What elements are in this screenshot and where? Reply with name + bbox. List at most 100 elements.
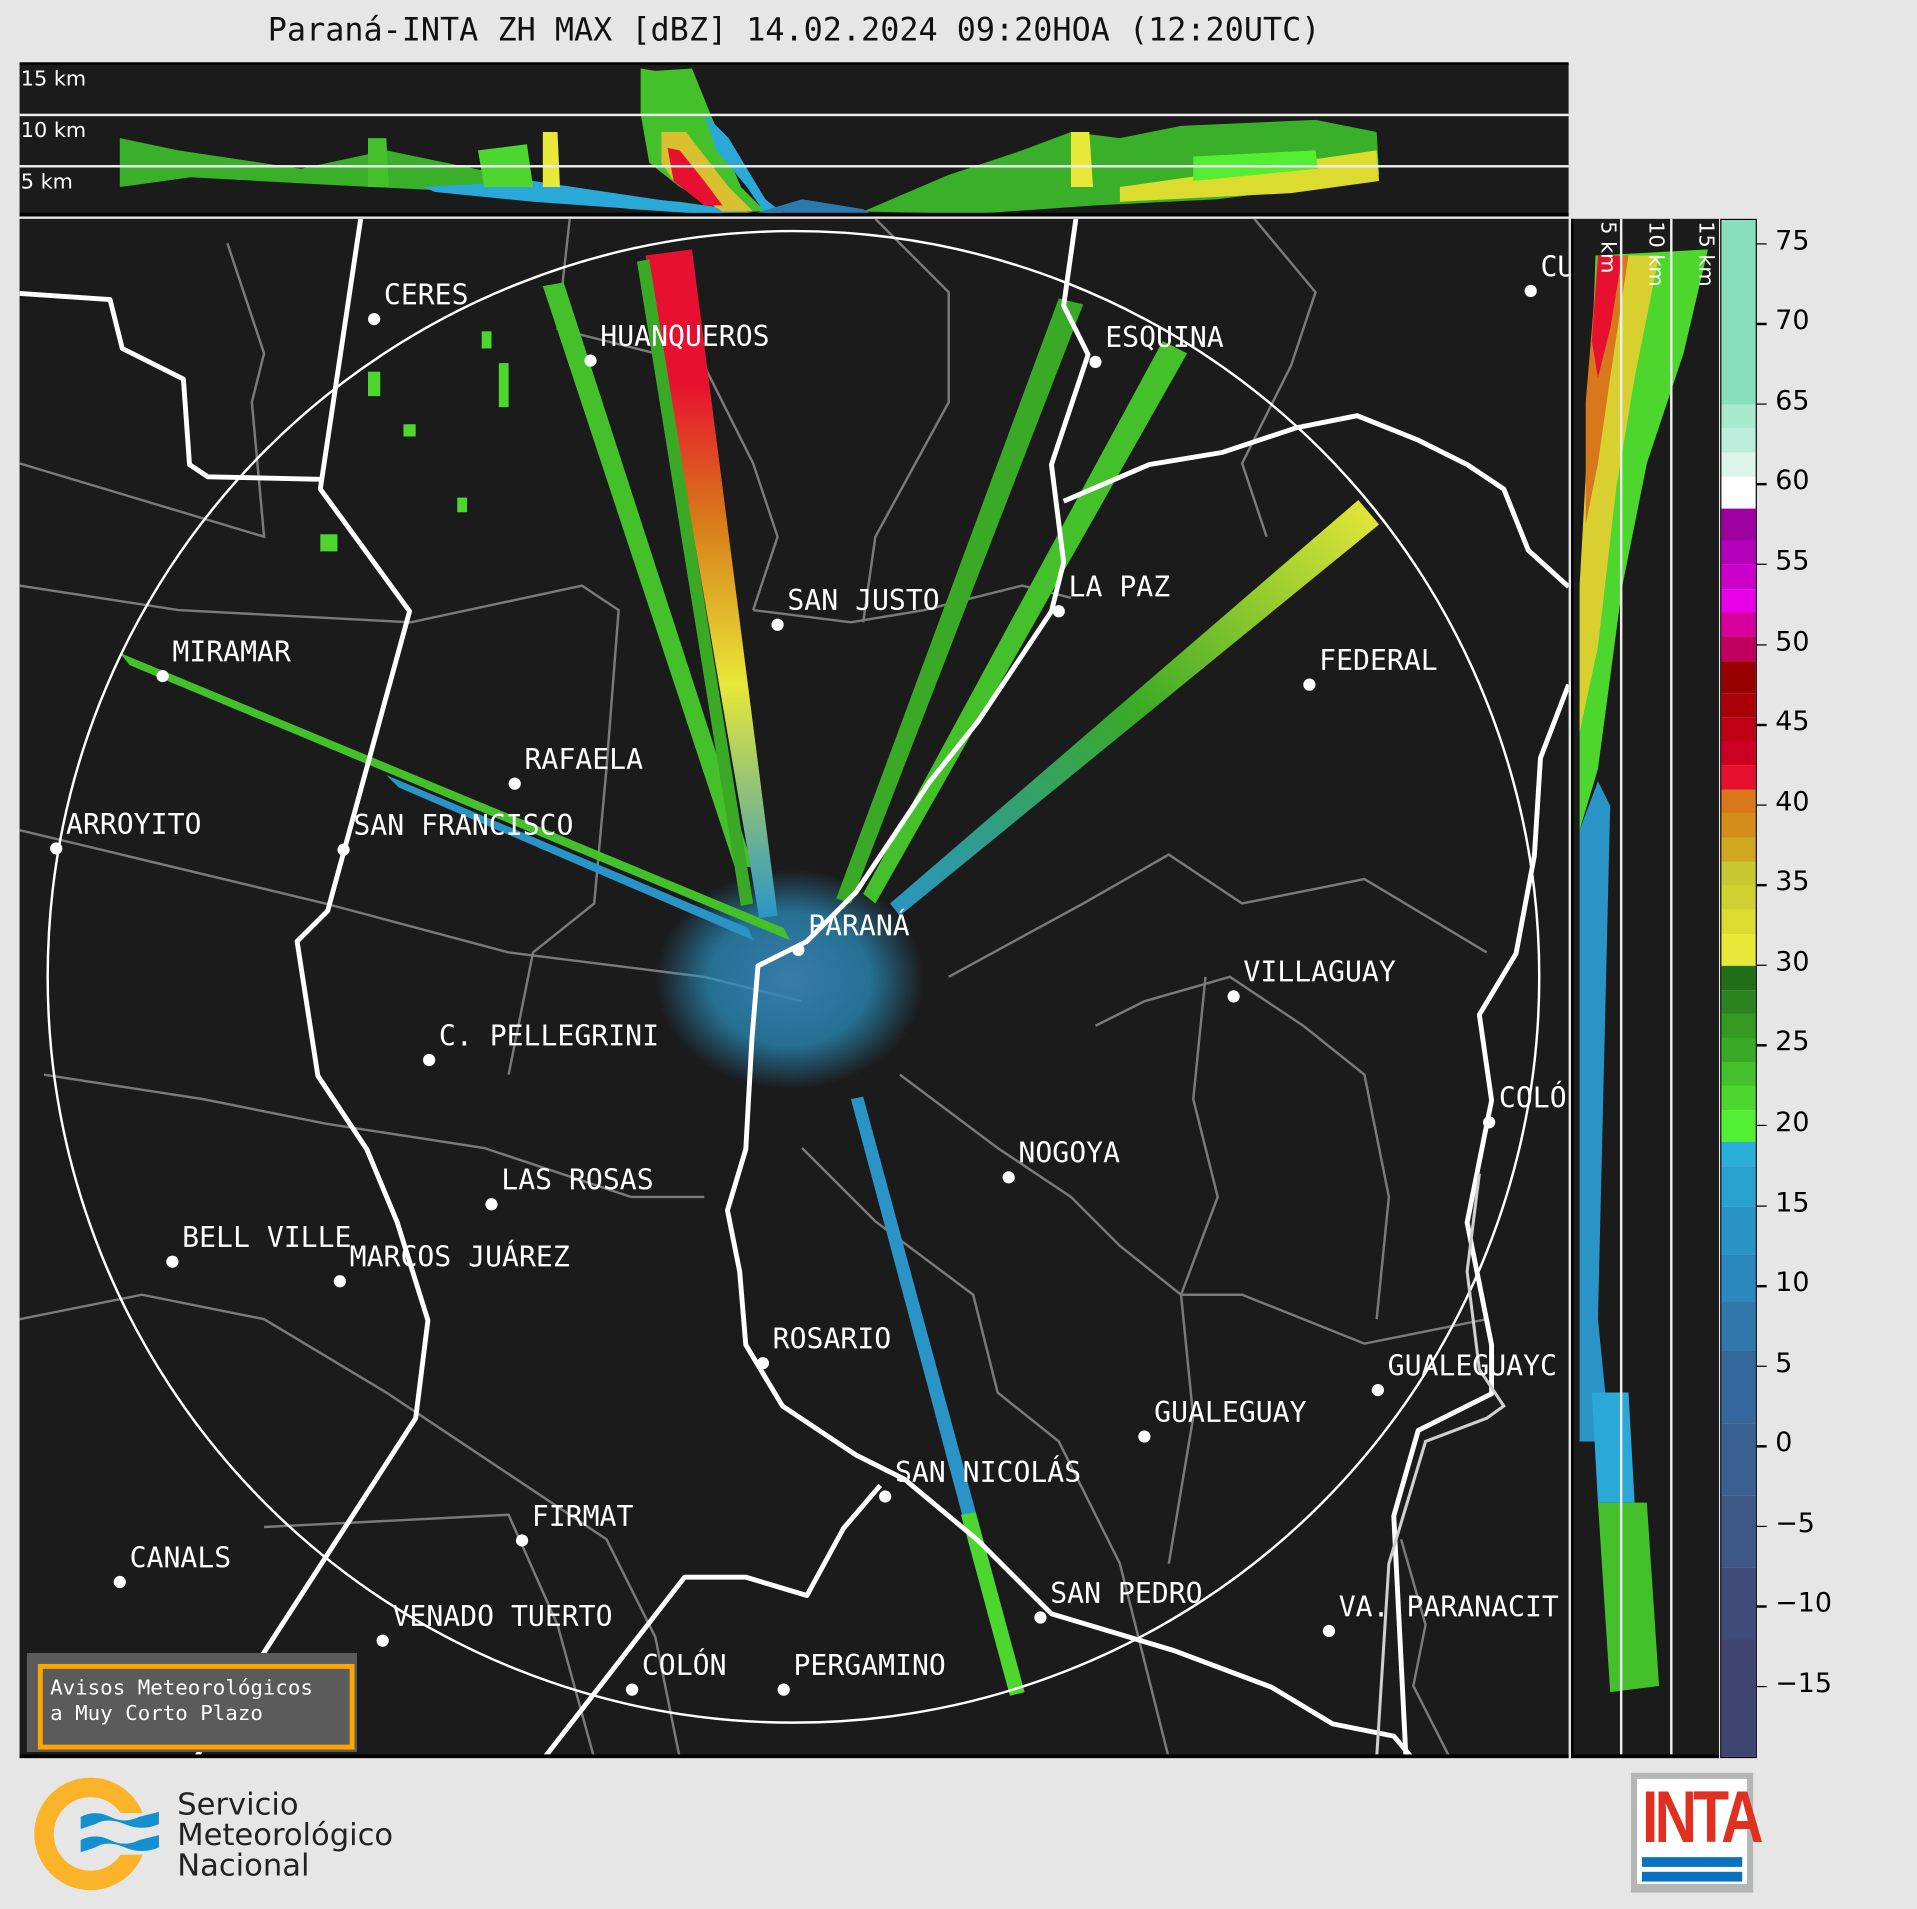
colorbar-tick-label: 0 (1775, 1428, 1793, 1459)
height-line-5km (1619, 218, 1622, 1755)
colorbar-level (1721, 1061, 1756, 1087)
colorbar-tick-label: −5 (1775, 1508, 1815, 1540)
river-outline (1375, 1173, 1506, 1755)
dept-border (19, 584, 620, 1075)
echo-center (757, 199, 870, 213)
colorbar-tick-label: 65 (1775, 386, 1810, 417)
city-label: CANALS (129, 1542, 232, 1575)
city-label: COLÓN (641, 1650, 727, 1683)
echo-core-yellow (661, 132, 754, 212)
city-marker (485, 1198, 498, 1211)
city-label: BELL VILLE (182, 1222, 352, 1255)
map-layers (19, 218, 1569, 1755)
colorbar-level (1721, 1166, 1756, 1207)
top-cross-section-panel: 15 km 10 km 5 km (19, 62, 1569, 217)
colorbar-tick-label: −15 (1775, 1668, 1832, 1700)
radar-ray-sse-green (960, 1512, 1025, 1696)
city-marker (756, 1357, 770, 1370)
colorbar-tick-label: −10 (1775, 1588, 1832, 1620)
echo-side-blue (1579, 781, 1611, 1442)
colorbar-level (1721, 717, 1756, 742)
colorbar-level (1721, 837, 1756, 863)
scattered-echoes (320, 331, 509, 552)
colorbar-level (1721, 1566, 1756, 1640)
city-label: SAN NICOLÁS (894, 1457, 1082, 1490)
dept-border (19, 242, 266, 539)
colorbar-level (1721, 508, 1756, 542)
city-label: HUANQUEROS (600, 321, 770, 354)
height-line-10km (1670, 218, 1672, 1755)
city-marker (771, 618, 784, 631)
colorbar-tick (1756, 403, 1767, 406)
colorbar-level (1721, 220, 1756, 406)
colorbar-level (1721, 612, 1756, 638)
colorbar-tick (1756, 563, 1767, 566)
colorbar-level (1721, 693, 1756, 718)
dept-border (1167, 976, 1219, 1564)
colorbar-tick-label: 70 (1775, 305, 1810, 337)
echo-east-yellow (1070, 132, 1094, 188)
city-label: RAFAELA (524, 744, 644, 777)
colorbar-level (1721, 909, 1756, 935)
city-label: SAN JUSTO (787, 585, 940, 618)
city-label: SAN PEDRO (1050, 1578, 1203, 1611)
colorbar-level (1721, 540, 1756, 566)
radar-map[interactable]: CERES HUANQUEROS ESQUINA CU SAN JUSTO LA PAZ M… (19, 218, 1569, 1759)
city-label: VA. PARANACIT (1338, 1591, 1559, 1624)
smn-text-line: Nacional (177, 1847, 310, 1883)
echo-core-red (667, 147, 723, 206)
colorbar-level (1721, 1142, 1756, 1167)
top-cross-section-echoes (119, 68, 1380, 213)
city-marker (879, 1490, 892, 1503)
smn-logo-icon (34, 1777, 159, 1891)
colorbar-level (1721, 404, 1756, 430)
city-marker (1052, 605, 1065, 618)
province-borders (19, 218, 1569, 1755)
colorbar-level (1721, 741, 1756, 766)
city-label: MARCOS JUÁREZ (349, 1242, 570, 1274)
colorbar-tick (1756, 1605, 1767, 1608)
colorbar-level (1721, 989, 1756, 1015)
colorbar-level (1721, 1254, 1756, 1303)
city-label: C. PELLEGRINI (438, 1020, 660, 1053)
colorbar-level (1721, 1350, 1756, 1424)
city-marker (376, 1634, 389, 1647)
radar-ray-ene (890, 500, 1380, 916)
figure-title: Paraná-INTA ZH MAX [dBZ] 14.02.2024 09:2… (267, 12, 1321, 49)
colorbar-level (1721, 1494, 1756, 1568)
smn-text-line: Meteorológico (177, 1816, 394, 1853)
colorbar-tick (1756, 242, 1767, 245)
notice-box: Avisos Meteorológicos a Muy Corto Plazo (26, 1652, 357, 1752)
province-border (1391, 683, 1569, 1755)
radar-ray-storm (645, 249, 778, 919)
colorbar (1720, 218, 1757, 1759)
echo-speck (481, 331, 492, 349)
colorbar-level (1721, 564, 1756, 590)
city-label: VENADO TUERTO (392, 1601, 613, 1634)
colorbar-tick-label: 25 (1775, 1027, 1810, 1059)
province-border (19, 290, 321, 482)
echo-west-blue (423, 180, 754, 213)
colorbar-level (1721, 1109, 1756, 1143)
city-marker (508, 777, 521, 790)
height-label: 10 km (1643, 221, 1668, 287)
radar-ray-west (119, 652, 790, 941)
city-marker (113, 1575, 126, 1589)
dept-border (264, 1513, 595, 1755)
colorbar-tick-label: 50 (1775, 626, 1810, 658)
city-marker (1524, 284, 1537, 298)
city-marker (50, 842, 63, 855)
department-borders (19, 218, 1488, 1755)
height-label: 5 km (20, 169, 73, 195)
city-label: ARROYITO (66, 809, 202, 842)
city-marker (333, 1275, 346, 1288)
colorbar-tick (1756, 1124, 1767, 1127)
radar-ray-nnw (542, 282, 754, 867)
city-label: PERGAMINO (793, 1650, 946, 1683)
colorbar-tick (1756, 1445, 1767, 1448)
city-marker (584, 354, 597, 367)
city-label: CERES (383, 279, 469, 312)
city-label: LA PAZ (1068, 572, 1171, 604)
city-label: COLÓ (1498, 1083, 1567, 1116)
province-border (195, 218, 431, 1755)
